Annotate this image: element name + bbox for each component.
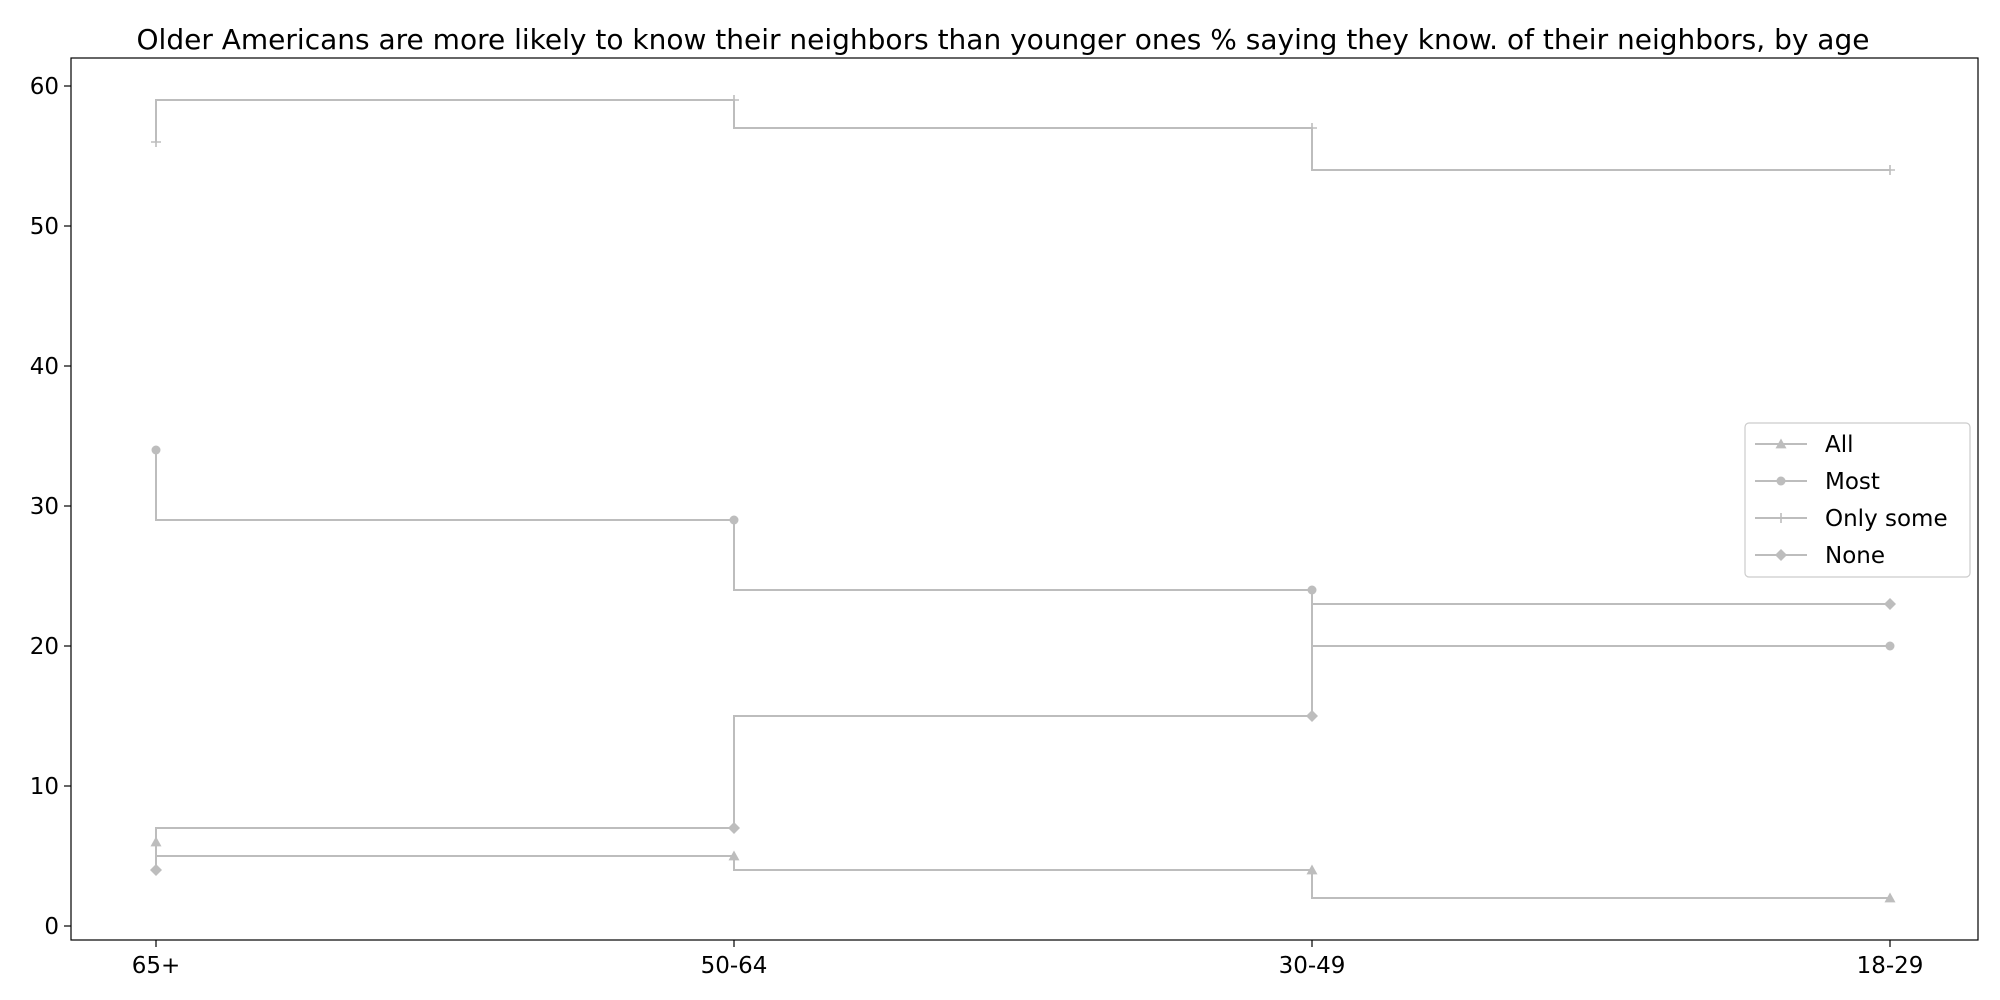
x-tick-label: 30-49 <box>1279 953 1346 979</box>
legend-marker-all <box>1775 438 1787 449</box>
series-only-some <box>151 95 1895 175</box>
series-all <box>150 836 1896 903</box>
legend-box <box>1744 422 1971 578</box>
data-point-all <box>1306 864 1318 875</box>
data-point-none <box>728 822 740 834</box>
data-point-none <box>1884 598 1896 610</box>
y-tick-label: 50 <box>30 214 59 240</box>
legend-label-only-some: Only some <box>1825 506 1948 532</box>
data-point-none <box>1306 710 1318 722</box>
legend-marker-most <box>1776 476 1786 486</box>
chart-title: Older Americans are more likely to know … <box>137 23 1870 56</box>
y-tick-label: 60 <box>30 74 59 100</box>
legend-label-most: Most <box>1825 469 1880 495</box>
legend-item-only-some: Only some <box>1755 506 1948 532</box>
x-tick-label: 18-29 <box>1857 953 1924 979</box>
data-point-only-some <box>1885 165 1895 175</box>
y-tick-label: 20 <box>30 634 59 660</box>
legend-label-all: All <box>1825 432 1854 458</box>
legend-marker-none <box>1775 549 1787 561</box>
data-point-none <box>150 864 162 876</box>
x-axis: 65+ 50-64 30-49 18-29 <box>132 940 1924 979</box>
data-point-most <box>1885 641 1895 651</box>
data-point-only-some <box>151 137 161 147</box>
data-point-all <box>728 850 740 861</box>
data-point-only-some <box>1307 123 1317 133</box>
legend-item-none: None <box>1755 543 1885 569</box>
data-point-most <box>1307 585 1317 595</box>
data-point-most <box>151 445 161 455</box>
y-axis: 0 10 20 30 40 50 60 <box>30 74 71 940</box>
y-tick-label: 30 <box>30 494 59 520</box>
x-tick-label: 65+ <box>132 953 181 979</box>
legend: All Most Only some None <box>1744 422 1971 578</box>
x-tick-label: 50-64 <box>701 953 768 979</box>
series-line-none <box>155 603 1890 870</box>
y-tick-label: 10 <box>30 774 59 800</box>
legend-item-all: All <box>1755 432 1854 458</box>
data-point-most <box>729 515 739 525</box>
y-tick-label: 0 <box>44 914 59 940</box>
data-point-only-some <box>729 95 739 105</box>
legend-item-most: Most <box>1755 469 1880 495</box>
series-line-most <box>155 450 1890 647</box>
y-tick-label: 40 <box>30 354 59 380</box>
series-line-only-some <box>155 99 1890 171</box>
series-none <box>150 598 1896 876</box>
data-point-all <box>1884 892 1896 903</box>
plot-area-frame <box>70 57 1979 941</box>
legend-label-none: None <box>1825 543 1885 569</box>
series-line-all <box>155 842 1890 899</box>
series-most <box>151 445 1895 651</box>
legend-marker-only-some <box>1776 513 1786 523</box>
series-layer <box>150 95 1896 903</box>
